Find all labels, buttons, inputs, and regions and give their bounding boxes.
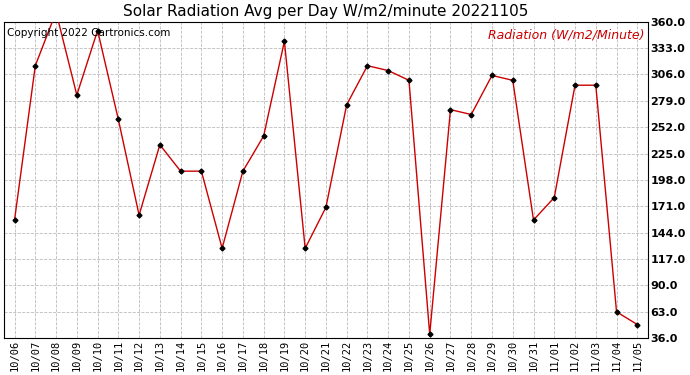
- Text: Radiation (W/m2/Minute): Radiation (W/m2/Minute): [488, 28, 644, 41]
- Title: Solar Radiation Avg per Day W/m2/minute 20221105: Solar Radiation Avg per Day W/m2/minute …: [124, 4, 529, 19]
- Text: Copyright 2022 Cartronics.com: Copyright 2022 Cartronics.com: [8, 28, 170, 38]
